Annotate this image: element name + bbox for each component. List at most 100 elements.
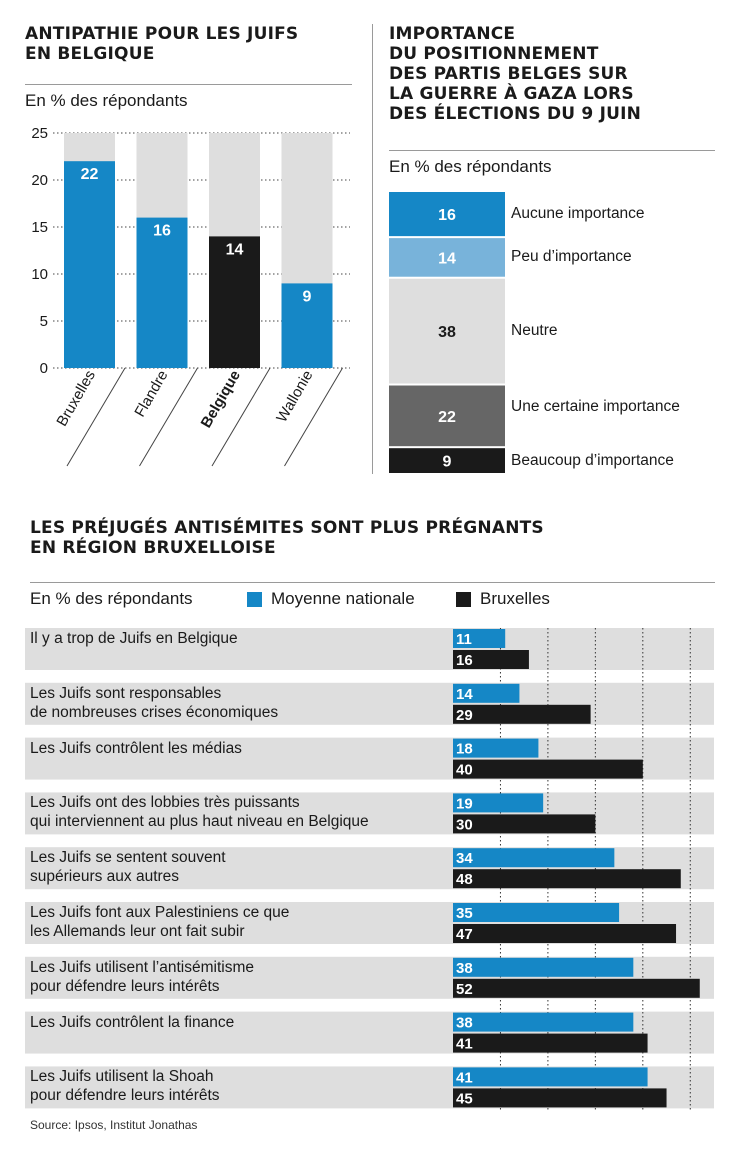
legend-brussels-swatch bbox=[456, 591, 471, 607]
legend-national-swatch bbox=[247, 591, 262, 607]
statement-label-line: pour défendre leurs intérêts bbox=[30, 977, 220, 995]
stack-category-label: Beaucoup d’importance bbox=[511, 451, 674, 469]
chart3-title-line: LES PRÉJUGÉS ANTISÉMITES SONT PLUS PRÉGN… bbox=[30, 518, 544, 538]
bar-national bbox=[453, 738, 539, 758]
bar-national bbox=[453, 683, 520, 703]
statement-label-line: Les Juifs ont des lobbies très puissants bbox=[30, 794, 300, 812]
legend-national: Moyenne nationale bbox=[247, 589, 415, 609]
bar-value-label: 14 bbox=[226, 241, 244, 258]
chart1-title-line: ANTIPATHIE POUR LES JUIFS bbox=[25, 24, 299, 44]
bar-value-label: 9 bbox=[303, 288, 312, 305]
stack-segment bbox=[389, 192, 505, 237]
bar-brussels-value: 47 bbox=[456, 926, 473, 943]
chart2-title: IMPORTANCE DU POSITIONNEMENT DES PARTIS … bbox=[389, 24, 641, 124]
chart2-title-rule bbox=[389, 150, 715, 151]
statement-label: Les Juifs se sentent souvent supérieurs a… bbox=[30, 848, 450, 886]
source-note: Source: Ipsos, Institut Jonathas bbox=[30, 1118, 198, 1132]
y-tick-label: 25 bbox=[31, 125, 48, 142]
legend-national-label: Moyenne nationale bbox=[271, 589, 415, 608]
bar-brussels bbox=[453, 814, 596, 834]
y-tick-label: 20 bbox=[31, 172, 48, 189]
bar-national-value: 38 bbox=[456, 1015, 473, 1032]
statement-label: Les Juifs ont des lobbies très puissants… bbox=[30, 793, 450, 831]
stack-segment bbox=[389, 238, 505, 277]
category-separator bbox=[139, 367, 198, 467]
bar-national bbox=[453, 903, 620, 922]
category-separator bbox=[284, 367, 343, 467]
chart3-title: LES PRÉJUGÉS ANTISÉMITES SONT PLUS PRÉGN… bbox=[30, 518, 544, 558]
y-tick-label: 0 bbox=[40, 360, 48, 377]
statement-label: Les Juifs contrôlent les médias bbox=[30, 739, 450, 758]
chart1-title-rule bbox=[25, 84, 352, 85]
statement-label: Les Juifs font aux Palestiniens ce que le… bbox=[30, 903, 450, 941]
bar bbox=[64, 161, 115, 368]
statement-label: Les Juifs contrôlent la finance bbox=[30, 1013, 450, 1032]
chart1-subtitle: En % des répondants bbox=[25, 91, 188, 110]
bar-brussels bbox=[453, 1088, 667, 1108]
bar-brussels-value: 16 bbox=[456, 652, 473, 669]
chart2-subtitle: En % des répondants bbox=[389, 157, 552, 176]
category-separator bbox=[66, 367, 126, 467]
legend-brussels-label: Bruxelles bbox=[480, 589, 550, 608]
row-background bbox=[25, 682, 714, 725]
category-separator bbox=[211, 367, 271, 467]
bar-national bbox=[453, 957, 634, 977]
stack-segment bbox=[389, 278, 505, 384]
bar-value-label: 22 bbox=[81, 166, 99, 183]
bar-brussels-value: 41 bbox=[456, 1036, 473, 1053]
statement-label-line: Les Juifs sont responsables bbox=[30, 684, 222, 702]
bar-national bbox=[453, 629, 506, 648]
bar bbox=[281, 283, 333, 368]
bar-national-value: 35 bbox=[456, 905, 473, 922]
column-divider bbox=[372, 24, 373, 474]
bar-brussels-value: 52 bbox=[456, 981, 473, 998]
bar-national-value: 19 bbox=[456, 795, 473, 812]
stack-value-label: 14 bbox=[438, 250, 456, 267]
stack-segment bbox=[389, 385, 505, 447]
row-background bbox=[25, 792, 714, 835]
bar-national-value: 34 bbox=[456, 850, 473, 867]
chart2-title-line: DES ÉLECTIONS DU 9 JUIN bbox=[389, 104, 642, 124]
bar-brussels bbox=[453, 924, 677, 943]
statement-label-line: Les Juifs se sentent souvent bbox=[30, 849, 226, 867]
statement-label-line: Les Juifs contrôlent les médias bbox=[30, 739, 242, 757]
stack-category-label: Peu d’importance bbox=[511, 248, 632, 266]
statement-label-line: pour défendre leurs intérêts bbox=[30, 1087, 220, 1105]
chart3-title-rule bbox=[30, 582, 715, 583]
bar-brussels bbox=[453, 978, 700, 998]
bar bbox=[209, 236, 260, 368]
y-tick-label: 5 bbox=[40, 313, 48, 330]
chart3-subtitle: En % des répondants bbox=[30, 589, 193, 608]
chart3-title-line: EN RÉGION BRUXELLOISE bbox=[30, 538, 276, 558]
statement-label-line: Les Juifs utilisent la Shoah bbox=[30, 1068, 214, 1086]
bar-brussels bbox=[453, 1033, 648, 1053]
statement-label-line: qui interviennent au plus haut niveau en… bbox=[30, 813, 369, 831]
stack-category-label: Une certaine importance bbox=[511, 397, 680, 415]
bar-national bbox=[453, 1067, 648, 1087]
bar-national-value: 11 bbox=[456, 631, 472, 648]
statement-label: Les Juifs utilisent l’antisémitisme pour … bbox=[30, 958, 450, 996]
stack-segment bbox=[389, 448, 505, 473]
statement-label-line: Il y a trop de Juifs en Belgique bbox=[30, 630, 238, 647]
bar-brussels-value: 40 bbox=[456, 762, 473, 779]
stack-value-label: 9 bbox=[443, 454, 452, 471]
bar-brussels-value: 30 bbox=[456, 816, 473, 833]
statement-label-line: Les Juifs contrôlent la finance bbox=[30, 1013, 235, 1031]
chart2-title-line: IMPORTANCE bbox=[389, 24, 516, 44]
bar-national-value: 41 bbox=[456, 1069, 473, 1086]
statement-label-line: supérieurs aux autres bbox=[30, 868, 180, 886]
bar-brussels bbox=[453, 759, 643, 779]
statement-label: Il y a trop de Juifs en Belgique bbox=[30, 629, 450, 648]
y-tick-label: 15 bbox=[31, 219, 48, 236]
bar-national bbox=[453, 793, 544, 813]
chart2-title-line: DU POSITIONNEMENT bbox=[389, 44, 599, 64]
legend-brussels: Bruxelles bbox=[456, 589, 550, 609]
bar-national bbox=[453, 1012, 634, 1032]
stack-value-label: 16 bbox=[438, 207, 456, 224]
bar-brussels-value: 45 bbox=[456, 1090, 473, 1107]
statement-label-line: Les Juifs font aux Palestiniens ce que bbox=[30, 904, 290, 921]
chart2-title-line: DES PARTIS BELGES SUR bbox=[389, 64, 628, 84]
